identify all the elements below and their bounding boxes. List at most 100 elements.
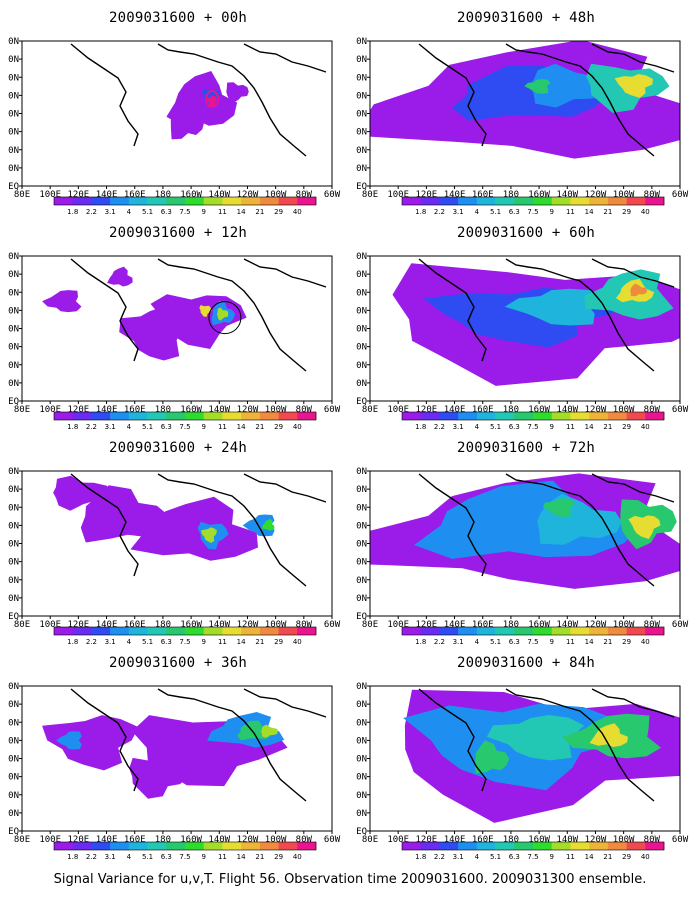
- colorbar-label: 1.8: [415, 853, 426, 861]
- colorbar-label: 40: [641, 423, 650, 431]
- x-tick-label: 160W: [528, 835, 550, 845]
- x-tick-label: 60W: [672, 190, 689, 200]
- colorbar-swatch: [110, 627, 130, 635]
- y-tick-label: 10N: [8, 594, 19, 604]
- y-tick-label: 10N: [8, 809, 19, 819]
- colorbar-label: 3.1: [453, 638, 464, 646]
- panel-title: 2009031600 + 12h: [108, 225, 248, 241]
- variance-contour: [201, 527, 218, 543]
- x-tick-label: 120E: [68, 835, 90, 845]
- y-tick-label: 10N: [356, 809, 367, 819]
- panel-60h: 2009031600 + 60h 80N 70N 60N 50N 40N 30N 20N 10…: [356, 221, 696, 436]
- y-tick-label: 10N: [356, 379, 367, 389]
- colorbar-label: 29: [622, 423, 631, 431]
- x-tick-label: 80W: [644, 190, 661, 200]
- x-tick-label: 180: [155, 835, 171, 845]
- colorbar-label: 9: [549, 208, 553, 216]
- colorbar-swatch: [259, 627, 279, 635]
- colorbar-label: 1.8: [415, 208, 426, 216]
- colorbar-swatch: [54, 627, 74, 635]
- variance-contour: [226, 82, 249, 104]
- y-tick-label: EQ: [8, 182, 19, 192]
- colorbar-swatch: [110, 197, 130, 205]
- colorbar-label: 11: [566, 638, 575, 646]
- colorbar-swatch: [91, 412, 111, 420]
- colorbar-label: 11: [218, 208, 227, 216]
- colorbar-label: 3.1: [453, 208, 464, 216]
- coastline: [157, 258, 307, 372]
- x-tick-label: 80W: [644, 405, 661, 415]
- colorbar-label: 5.1: [490, 423, 501, 431]
- colorbar-swatch: [54, 197, 74, 205]
- x-tick-label: 120E: [68, 620, 90, 630]
- variance-field: [370, 473, 680, 589]
- x-tick-label: 120E: [416, 405, 438, 415]
- y-tick-label: 30N: [8, 343, 19, 353]
- x-tick-label: 100E: [39, 405, 61, 415]
- y-tick-label: 40N: [8, 325, 19, 335]
- coastline: [243, 43, 327, 73]
- colorbar-swatch: [495, 627, 515, 635]
- colorbar-label: 11: [218, 853, 227, 861]
- colorbar-label: 7.5: [179, 423, 190, 431]
- variance-field: [53, 473, 327, 587]
- colorbar-swatch: [607, 627, 627, 635]
- x-tick-label: 80W: [296, 835, 313, 845]
- colorbar-swatch: [551, 842, 571, 850]
- colorbar-label: 9: [201, 423, 205, 431]
- colorbar-label: 1.8: [67, 638, 78, 646]
- y-tick-label: 50N: [356, 306, 367, 316]
- colorbar-swatch: [241, 627, 261, 635]
- colorbar-swatch: [147, 842, 167, 850]
- colorbar-label: 3.1: [105, 638, 116, 646]
- colorbar-label: 6.3: [161, 423, 172, 431]
- colorbar-label: 2.2: [434, 853, 445, 861]
- colorbar-swatch: [420, 412, 440, 420]
- colorbar-swatch: [495, 412, 515, 420]
- coastline: [505, 258, 655, 372]
- y-tick-label: 70N: [356, 700, 367, 710]
- colorbar-swatch: [402, 627, 422, 635]
- variance-contour: [261, 724, 278, 738]
- y-tick-label: 80N: [8, 252, 19, 262]
- x-tick-label: 120W: [585, 405, 607, 415]
- colorbar-swatch: [259, 412, 279, 420]
- y-tick-label: 80N: [356, 682, 367, 692]
- colorbar-swatch: [533, 842, 553, 850]
- variance-contour: [542, 498, 576, 518]
- x-tick-label: 80W: [644, 620, 661, 630]
- colorbar-swatch: [458, 412, 478, 420]
- colorbar-swatch: [222, 627, 242, 635]
- colorbar-label: 21: [255, 638, 264, 646]
- colorbar-frame: [401, 196, 665, 206]
- x-tick-label: 80W: [296, 405, 313, 415]
- colorbar-label: 40: [293, 638, 302, 646]
- colorbar-swatch: [259, 842, 279, 850]
- x-tick-label: 140W: [208, 835, 230, 845]
- colorbar-swatch: [128, 627, 148, 635]
- variance-contour: [486, 715, 585, 761]
- coastline: [157, 688, 307, 802]
- x-tick-label: 60W: [324, 190, 341, 200]
- colorbar-swatch: [439, 412, 459, 420]
- y-tick-label: 70N: [8, 270, 19, 280]
- colorbar-label: 29: [274, 423, 283, 431]
- x-tick-label: 120E: [68, 405, 90, 415]
- x-tick-label: 60W: [672, 405, 689, 415]
- colorbar-swatch: [128, 842, 148, 850]
- colorbar-label: 29: [274, 208, 283, 216]
- colorbar-swatch: [185, 197, 205, 205]
- y-tick-label: 50N: [356, 91, 367, 101]
- colorbar-label: 11: [566, 853, 575, 861]
- colorbar-swatch: [476, 842, 496, 850]
- y-tick-label: 50N: [8, 736, 19, 746]
- colorbar-label: 3.1: [105, 208, 116, 216]
- y-tick-label: 50N: [8, 306, 19, 316]
- colorbar-label: 4: [127, 423, 132, 431]
- x-tick-label: 140E: [96, 190, 118, 200]
- x-tick-label: 80E: [362, 620, 378, 630]
- colorbar-swatch: [439, 197, 459, 205]
